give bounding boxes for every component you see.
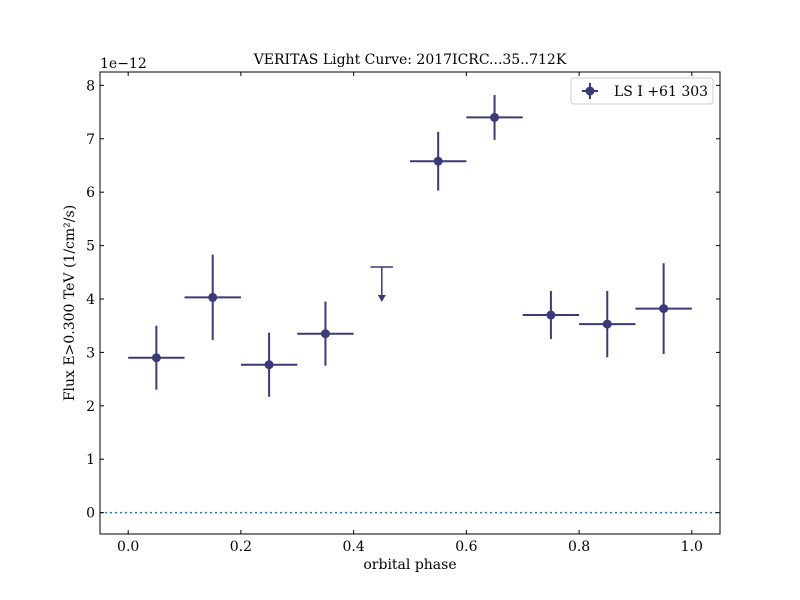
axis-ticks: 0.0 0.2 0.4 0.6 0.8 1.0 0 1 2 3 4 5 6 7 8 bbox=[86, 72, 720, 555]
data-point bbox=[635, 263, 692, 355]
point-marker bbox=[151, 353, 161, 363]
point-marker bbox=[208, 292, 218, 302]
y-axis-label: Flux E>0.300 TeV (1/cm²/s) bbox=[62, 205, 78, 401]
y-tick-label: 1 bbox=[86, 452, 95, 468]
y-tick-label: 3 bbox=[86, 345, 95, 361]
data-point bbox=[579, 290, 636, 358]
point-marker bbox=[546, 310, 556, 320]
legend-marker bbox=[582, 83, 598, 99]
x-tick-label: 1.0 bbox=[681, 539, 703, 555]
data-point bbox=[184, 254, 241, 341]
x-tick-label: 0.2 bbox=[230, 539, 252, 555]
chart-title: VERITAS Light Curve: 2017ICRC...35..712K bbox=[253, 52, 567, 68]
legend-frame bbox=[570, 77, 714, 105]
x-tick-label: 0.8 bbox=[568, 539, 590, 555]
y-tick-label: 5 bbox=[86, 239, 95, 255]
data-point bbox=[128, 325, 185, 390]
upper-limit bbox=[370, 266, 394, 302]
x-axis-label: orbital phase bbox=[363, 557, 456, 573]
data-point bbox=[466, 94, 523, 140]
y-offset-label: 1e−12 bbox=[100, 56, 147, 72]
point-marker bbox=[659, 304, 669, 314]
legend-marker-dot bbox=[585, 86, 595, 96]
point-marker bbox=[264, 360, 274, 370]
y-tick-label: 6 bbox=[86, 185, 95, 201]
data-point bbox=[297, 301, 354, 366]
x-tick-label: 0.4 bbox=[343, 539, 365, 555]
point-marker bbox=[602, 319, 612, 329]
point-marker bbox=[490, 112, 500, 122]
plot-area-frame bbox=[99, 71, 721, 535]
data-point bbox=[240, 332, 298, 397]
x-tick-label: 0.6 bbox=[455, 539, 477, 555]
legend-label-ls-i-61-303: LS I +61 303 bbox=[614, 84, 708, 100]
point-marker bbox=[320, 329, 330, 339]
point-marker bbox=[433, 156, 443, 166]
y-tick-label: 8 bbox=[86, 78, 95, 94]
data-marks bbox=[128, 94, 692, 397]
legend: LS I +61 303 bbox=[570, 77, 714, 105]
data-point bbox=[522, 290, 580, 340]
y-tick-label: 0 bbox=[86, 506, 95, 522]
data-point bbox=[410, 131, 467, 191]
x-tick-label: 0.0 bbox=[117, 539, 139, 555]
y-tick-label: 2 bbox=[86, 399, 95, 415]
y-tick-label: 7 bbox=[86, 132, 95, 148]
y-tick-label: 4 bbox=[86, 292, 95, 308]
upper-limit-arrowhead bbox=[377, 294, 386, 302]
